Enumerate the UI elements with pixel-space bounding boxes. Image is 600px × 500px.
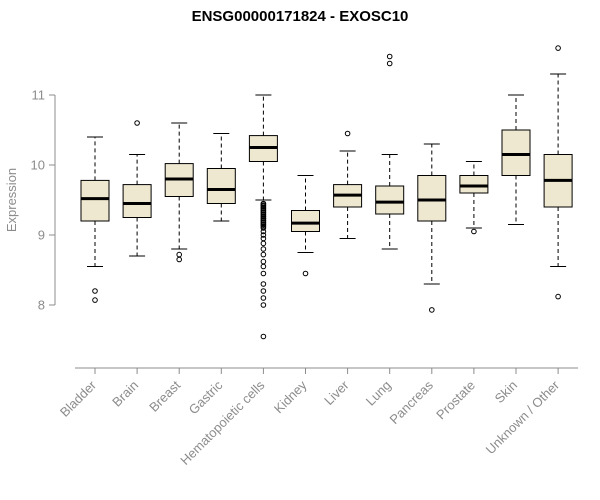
outlier-point xyxy=(260,251,267,258)
outlier-point xyxy=(429,307,435,313)
x-tick-label: Kidney xyxy=(271,377,310,416)
box-breast: Breast xyxy=(146,122,194,415)
x-tick-label: Prostate xyxy=(433,378,478,423)
outlier-point xyxy=(260,225,267,231)
outlier-point xyxy=(260,302,267,308)
box-bladder: Bladder xyxy=(57,136,110,420)
outlier-point xyxy=(92,297,98,303)
outlier-point xyxy=(260,281,267,287)
x-tick-label: Unknown / Other xyxy=(483,377,563,457)
iqr-box xyxy=(206,168,236,204)
box-lung: Lung xyxy=(363,53,405,409)
outlier-point xyxy=(260,232,267,238)
outlier-point xyxy=(260,295,267,301)
iqr-box xyxy=(417,175,447,222)
outlier-point xyxy=(302,270,309,277)
outlier-point xyxy=(386,53,393,60)
iqr-box xyxy=(375,185,405,215)
outlier-point xyxy=(344,130,351,137)
x-tick-label: Gastric xyxy=(186,377,226,417)
outlier-point xyxy=(260,246,267,252)
y-tick-label: 9 xyxy=(38,228,45,243)
outlier-point xyxy=(260,333,267,340)
outlier-point xyxy=(92,288,98,294)
x-tick-label: Lung xyxy=(363,378,394,409)
x-tick-label: Skin xyxy=(492,378,520,406)
outlier-point xyxy=(260,258,267,265)
chart-title: ENSG00000171824 - EXOSC10 xyxy=(191,8,409,25)
outlier-point xyxy=(134,120,140,126)
box-kidney: Kidney xyxy=(271,175,320,416)
outlier-point xyxy=(555,293,561,300)
outlier-point xyxy=(260,288,267,294)
y-axis-title: Expression xyxy=(4,168,19,232)
box-skin: Skin xyxy=(492,94,531,406)
outlier-point xyxy=(260,240,267,247)
iqr-box xyxy=(80,179,110,222)
y-tick-label: 8 xyxy=(38,298,45,313)
iqr-box xyxy=(291,210,320,232)
outlier-point xyxy=(260,270,267,277)
x-tick-label: Bladder xyxy=(57,377,100,420)
iqr-box xyxy=(122,184,152,219)
box-brain: Brain xyxy=(109,120,152,410)
x-tick-label: Breast xyxy=(146,377,183,414)
y-tick-label: 10 xyxy=(31,158,45,173)
x-tick-label: Pancreas xyxy=(386,377,436,427)
box-liver: Liver xyxy=(321,130,363,408)
outlier-point xyxy=(176,256,182,263)
x-tick-label: Liver xyxy=(321,377,352,408)
x-tick-label: Brain xyxy=(109,378,141,410)
iqr-box xyxy=(501,129,531,176)
outlier-point xyxy=(386,60,393,67)
outlier-point xyxy=(555,45,561,51)
outlier-point xyxy=(471,228,477,235)
outlier-point xyxy=(260,263,267,270)
outlier-point xyxy=(260,228,267,235)
outlier-point xyxy=(176,251,182,258)
iqr-box xyxy=(459,175,489,194)
y-tick-label: 11 xyxy=(32,88,46,103)
